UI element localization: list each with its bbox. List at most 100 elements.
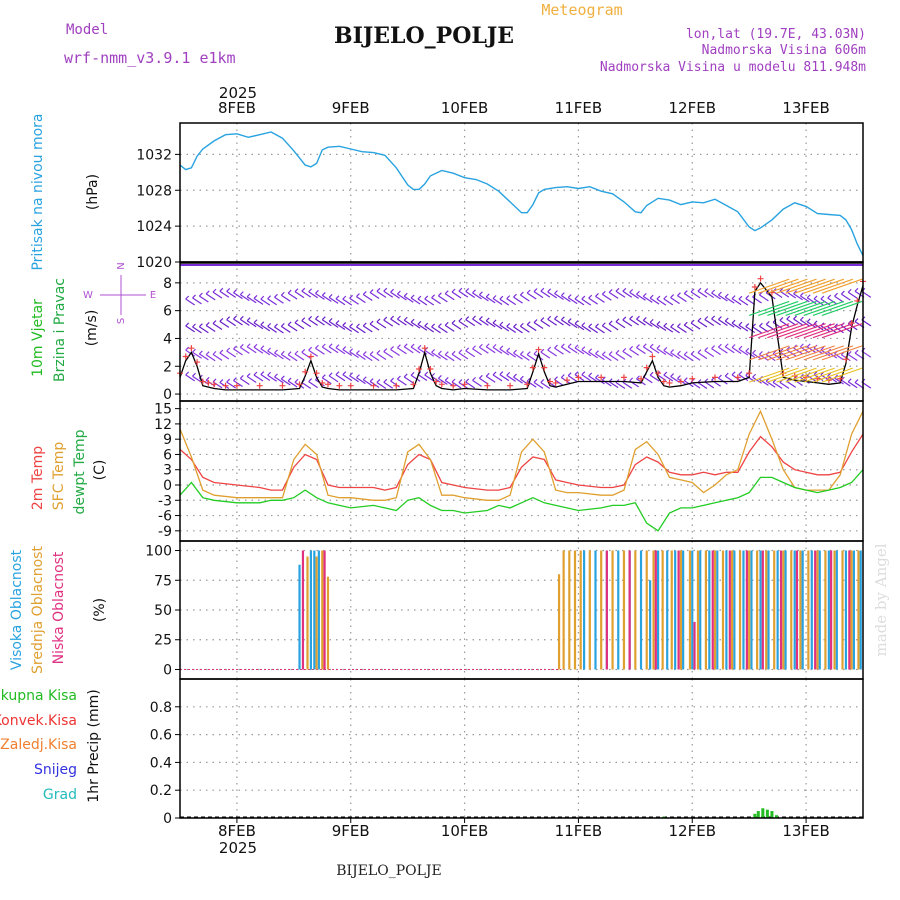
wind-arrow (397, 347, 407, 355)
wind-arrow-head (478, 343, 483, 348)
wind-arrow-head (246, 293, 251, 298)
wind-arrow (383, 351, 394, 359)
wind-gust-marker (461, 381, 468, 388)
wind-arrow (458, 290, 469, 298)
wind-side-label-2: Brzina i Pravac (52, 278, 68, 382)
wind-arrow-head (226, 287, 231, 292)
wind-arrow (608, 291, 619, 299)
page-title: BIJELO_POLJE (334, 23, 514, 49)
wind-arrow (199, 353, 209, 361)
wind-arrow-head (663, 295, 668, 300)
wind-arrow (342, 349, 353, 357)
wind-arrow-head (267, 295, 272, 300)
wind-arrow-head (192, 323, 196, 328)
wind-arrow (390, 291, 400, 299)
wind-arrow (472, 318, 482, 326)
wind-arrow-head (287, 351, 292, 356)
wind-arrow (492, 346, 503, 354)
wind-strong-arrow (767, 300, 808, 316)
wind-arrow (506, 374, 517, 382)
wind-arrow (349, 375, 359, 383)
wind-arrow-head (533, 350, 538, 355)
wind-arrow (424, 374, 435, 382)
wind-strong-arrow (821, 300, 863, 316)
wind-arrow-head (417, 320, 422, 325)
wind-arrow (581, 349, 592, 357)
xtick-label-top: 8FEB (218, 99, 256, 117)
wind-gust-marker (393, 382, 400, 389)
wind-arrow (301, 351, 312, 359)
xtick-label-top: 12FEB (669, 99, 716, 117)
wind-arrow (649, 297, 660, 305)
wind-arrow (540, 381, 551, 389)
wind-arrow (410, 346, 421, 354)
wind-arrow (212, 323, 223, 331)
wind-arrow (731, 322, 742, 330)
wind-arrow-head (267, 322, 272, 327)
wind-arrow (738, 374, 749, 382)
wind-arrow-head (738, 295, 743, 300)
wind-arrow-head (335, 320, 340, 324)
wind-gust-marker (307, 353, 314, 360)
wind-arrow-head (513, 349, 517, 354)
wind-arrow (827, 326, 838, 334)
wind-gust-marker (757, 275, 764, 282)
wind-compass: W E N S (83, 262, 156, 324)
wind-arrow-head (724, 343, 729, 348)
product-label: Meteogram (541, 1, 622, 19)
wind-arrow-head (383, 287, 388, 292)
wind-arrow-head (437, 323, 442, 328)
wind-strong-arrow (785, 345, 826, 361)
precip-ytick-label: 0 (163, 811, 172, 827)
wind-gust-marker (541, 364, 548, 371)
wind-arrow-head (410, 371, 415, 376)
wind-arrow (813, 298, 824, 306)
wind-arrow (820, 325, 831, 333)
wind-arrow (287, 354, 298, 362)
wind-arrow-head (847, 378, 852, 383)
wind-arrow-head (226, 378, 231, 383)
wind-arrow-head (506, 295, 511, 300)
cloud-ytick-label: 100 (145, 544, 172, 560)
wind-arrow-head (799, 292, 804, 297)
wind-arrow (533, 322, 544, 330)
wind-arrow-head (540, 379, 545, 383)
wind-gust-marker (660, 378, 667, 385)
wind-arrow (479, 318, 489, 326)
wind-arrow (574, 347, 585, 355)
wind-arrow (376, 352, 387, 360)
wind-arrow-head (745, 347, 750, 352)
wind-gust-marker (324, 381, 331, 388)
wind-arrow (649, 346, 660, 354)
precip-legend-snow: Snijeg (34, 762, 77, 778)
wind-arrow-head (581, 346, 586, 351)
wind-arrow-head (690, 319, 695, 324)
wind-arrow-head (267, 347, 272, 352)
wind-arrow (280, 353, 291, 361)
compass-west: W (83, 290, 93, 301)
wind-arrow-head (239, 343, 244, 348)
wind-arrow (786, 318, 797, 326)
temp-ytick-label: -9 (158, 524, 172, 540)
wind-arrow (308, 291, 318, 299)
wind-arrow-head (704, 347, 709, 352)
wind-arrow (465, 290, 476, 298)
wind-arrow (219, 352, 230, 360)
wind-arrow (608, 354, 619, 362)
wind-arrow (745, 298, 756, 306)
temp-ytick-label: -6 (158, 509, 172, 525)
wind-arrow-head (581, 322, 586, 327)
wind-arrow (533, 353, 544, 361)
wind-arrow-head (601, 322, 606, 327)
wind-strong-arrow (767, 278, 808, 294)
wind-arrow-head (540, 317, 545, 321)
compass-north: N (116, 262, 127, 269)
wind-gust-marker (564, 377, 571, 384)
wind-arrow (301, 381, 312, 389)
wind-arrow (506, 325, 517, 333)
wind-arrow-head (847, 351, 852, 355)
wind-arrow-head (492, 371, 497, 376)
wind-arrow-head (390, 288, 395, 293)
wind-arrow (192, 351, 202, 359)
wind-arrow (520, 353, 530, 361)
